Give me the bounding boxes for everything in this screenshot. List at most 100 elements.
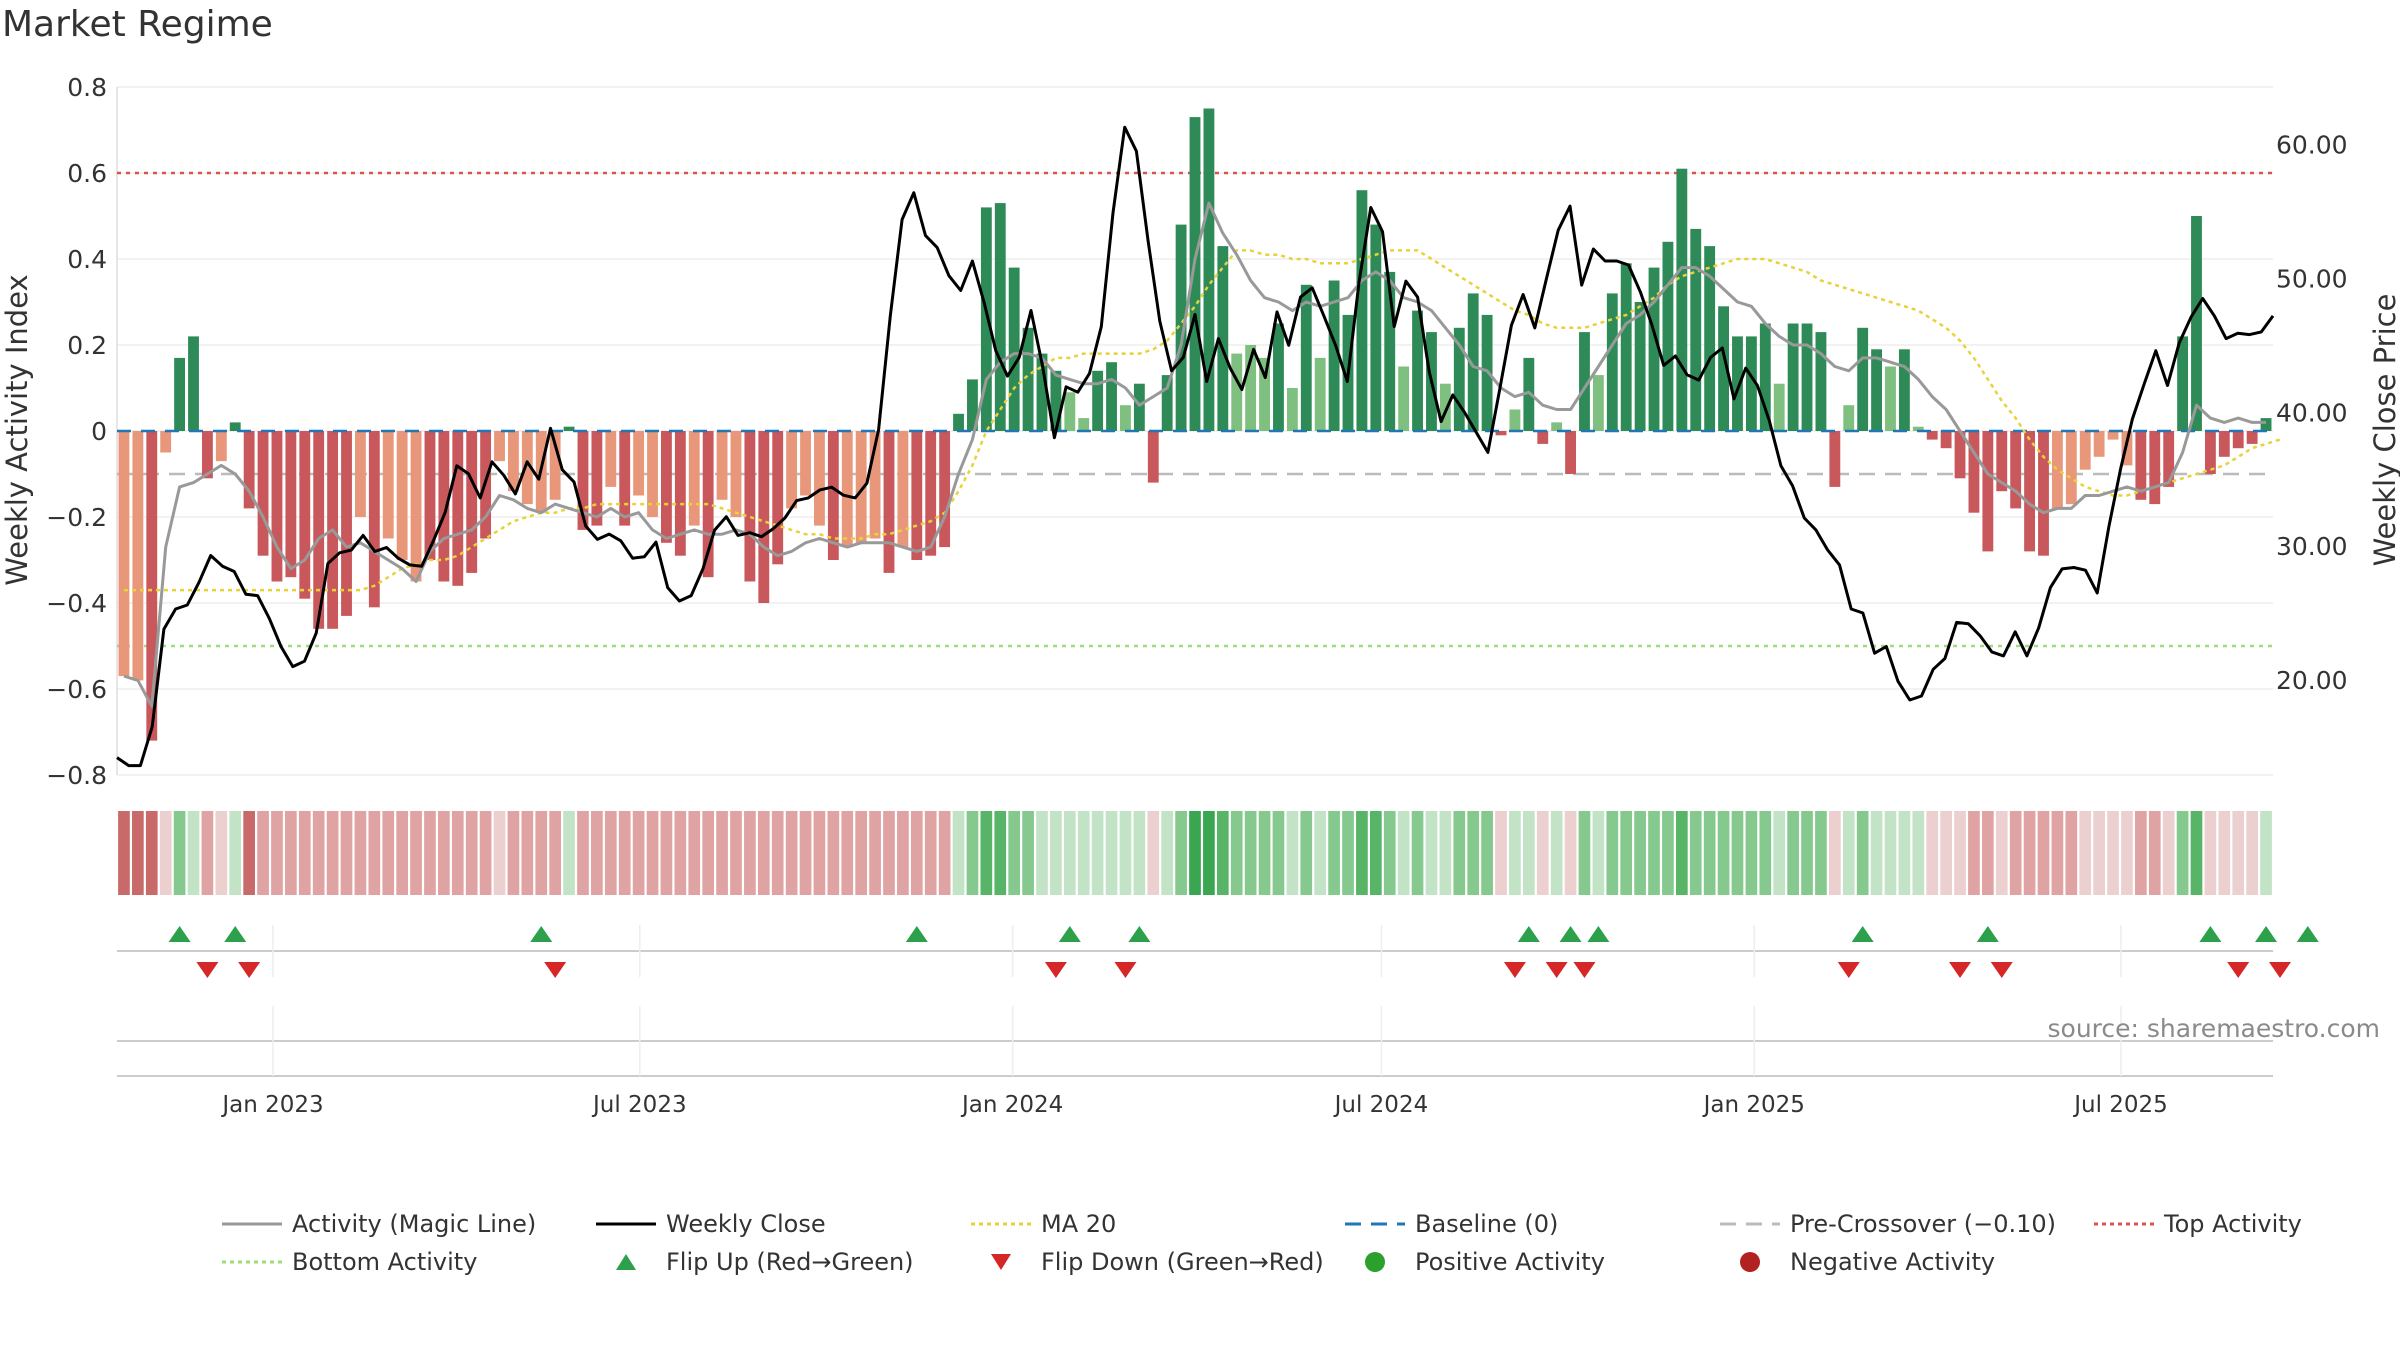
activity-bar [1745, 336, 1757, 431]
activity-bar [1286, 388, 1298, 431]
activity-bar [953, 413, 964, 431]
regime-strip-cell [2065, 811, 2078, 895]
regime-strip-cell [1119, 811, 1132, 895]
x-tick-label: Jul 2023 [591, 1092, 687, 1118]
activity-bar [1662, 241, 1674, 431]
y-left-tick-label: 0.8 [67, 73, 107, 102]
regime-strip-cell [1592, 811, 1605, 895]
regime-strip-cell [1912, 811, 1925, 895]
activity-bar [1078, 418, 1090, 431]
regime-strip-cell [145, 811, 158, 895]
activity-bar [1551, 422, 1563, 431]
regime-strip-cell [410, 811, 422, 895]
regime-strip-cell [1230, 811, 1243, 895]
activity-bar [341, 431, 352, 616]
regime-strip-cell [1801, 811, 1813, 895]
activity-bar [647, 431, 658, 517]
activity-bar [452, 431, 464, 586]
flip-down-marker [1114, 962, 1137, 978]
regime-strip-cell [1564, 811, 1577, 895]
regime-strip-cell [285, 811, 297, 895]
regime-strip-cell [257, 811, 269, 895]
regime-strip-cell [132, 811, 144, 895]
regime-strip-cell [1467, 811, 1480, 895]
flip-up-marker [1559, 926, 1582, 942]
flip-down-marker [1503, 962, 1526, 978]
source-label: source: sharemaestro.com [2047, 1014, 2381, 1043]
y-right-axis-title: Weekly Close Price [2368, 294, 2400, 567]
activity-bar [2163, 431, 2175, 487]
regime-strip-cell [1940, 811, 1952, 895]
regime-strip-cell [1717, 811, 1730, 895]
regime-strip-cell [897, 811, 909, 895]
activity-bar [396, 431, 408, 560]
regime-strip-cell [507, 811, 520, 895]
regime-strip-cell [841, 811, 854, 895]
legend-swatch-icon [1345, 1222, 1405, 1226]
regime-strip-cell [563, 811, 575, 895]
regime-strip-cell [298, 811, 311, 895]
activity-bar [2204, 431, 2216, 474]
activity-bar [855, 431, 867, 543]
regime-strip-cell [1397, 811, 1410, 895]
regime-strip-cell [702, 811, 715, 895]
regime-strip-cell [215, 811, 228, 895]
activity-bar [1968, 431, 1980, 513]
regime-strip-cell [1703, 811, 1716, 895]
regime-strip-cell [1884, 811, 1897, 895]
activity-bar [939, 431, 951, 548]
activity-bar [549, 431, 561, 500]
activity-bar [215, 431, 227, 462]
regime-strip-cell [1077, 811, 1090, 895]
regime-strip-cell [1634, 811, 1646, 895]
activity-bar [2079, 431, 2091, 470]
activity-bar [980, 207, 992, 431]
activity-bar [1370, 224, 1382, 431]
regime-strip-cell [716, 811, 728, 895]
regime-strip-cell [2009, 811, 2022, 895]
x-tick-label: Jan 2024 [960, 1092, 1063, 1118]
activity-bar [1259, 357, 1270, 431]
activity-bar [1885, 366, 1896, 431]
activity-bar [285, 431, 297, 578]
regime-strip-cell [1926, 811, 1939, 895]
activity-bar [1704, 246, 1716, 431]
activity-bar [1940, 431, 1952, 449]
activity-bar [1203, 108, 1215, 431]
activity-bar [1592, 375, 1604, 431]
regime-strip-cell [2079, 811, 2092, 895]
activity-bar [313, 431, 325, 629]
regime-strip-cell [1342, 811, 1354, 895]
activity-bar [2093, 431, 2105, 457]
activity-bar [1829, 431, 1841, 487]
activity-bar [2024, 431, 2036, 552]
activity-bar [1439, 383, 1451, 431]
regime-strip-cell [2232, 811, 2245, 895]
activity-bar [466, 431, 478, 573]
activity-bar [132, 431, 144, 681]
activity-bar [786, 431, 798, 509]
flip-down-marker [2268, 962, 2291, 978]
x-tick-label: Jul 2025 [2072, 1092, 2168, 1118]
regime-strip-cell [1982, 811, 1994, 895]
flip-up-marker [905, 926, 928, 942]
y-right-tick-label: 30.00 [2276, 532, 2348, 561]
activity-bar [1773, 383, 1785, 431]
activity-bar [1008, 267, 1020, 431]
y-right-tick-label: 20.00 [2276, 666, 2348, 695]
regime-strip-cell [1759, 811, 1772, 895]
legend-swatch-icon [222, 1222, 282, 1226]
activity-bar [1871, 349, 1882, 431]
regime-strip-cell [382, 811, 395, 895]
y-left-tick-label: −0.6 [46, 675, 107, 704]
regime-strip-cell [1022, 811, 1034, 895]
regime-strip-cell [521, 811, 534, 895]
page-title: Market Regime [2, 4, 273, 45]
activity-bar [869, 431, 881, 539]
activity-bar [2260, 418, 2272, 431]
flip-up-marker [1128, 926, 1151, 942]
activity-bar [1898, 349, 1910, 431]
activity-bar [229, 422, 241, 431]
activity-bar [2149, 431, 2161, 505]
activity-bar [911, 431, 923, 560]
